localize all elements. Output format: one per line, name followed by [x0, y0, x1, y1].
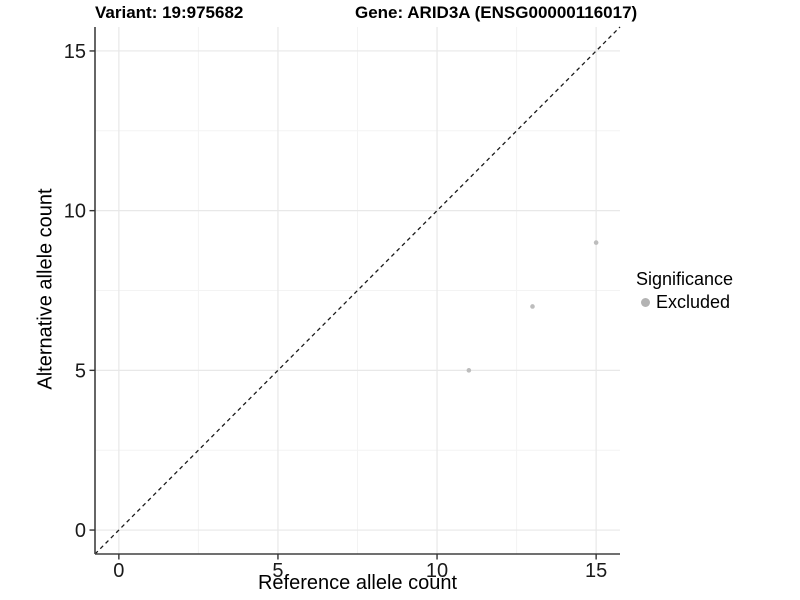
x-tick-label: 0 [113, 560, 124, 582]
x-tick-label: 15 [585, 560, 607, 582]
variant-title: Variant: 19:975682 [95, 3, 244, 22]
gene-title: Gene: ARID3A (ENSG00000116017) [355, 3, 638, 22]
data-point [593, 240, 599, 245]
x-axis-title: Reference allele count [257, 572, 457, 594]
identity-line [94, 26, 621, 555]
excluded-point-icon [641, 297, 650, 307]
y-tick-label: 10 [64, 201, 86, 223]
y-tick-label: 0 [75, 520, 86, 542]
y-tick-label: 5 [75, 360, 86, 382]
data-point [530, 304, 535, 309]
legend-item-excluded: Excluded [636, 291, 733, 313]
legend: Significance Excluded [636, 268, 733, 313]
x-tick-label: 10 [426, 560, 448, 582]
y-tick-label: 15 [64, 41, 86, 63]
legend-item-label: Excluded [656, 292, 731, 312]
y-axis-title: Alternative allele count [34, 188, 57, 390]
x-tick-label: 5 [272, 560, 283, 582]
legend-title: Significance [636, 269, 734, 289]
data-point [466, 368, 472, 373]
